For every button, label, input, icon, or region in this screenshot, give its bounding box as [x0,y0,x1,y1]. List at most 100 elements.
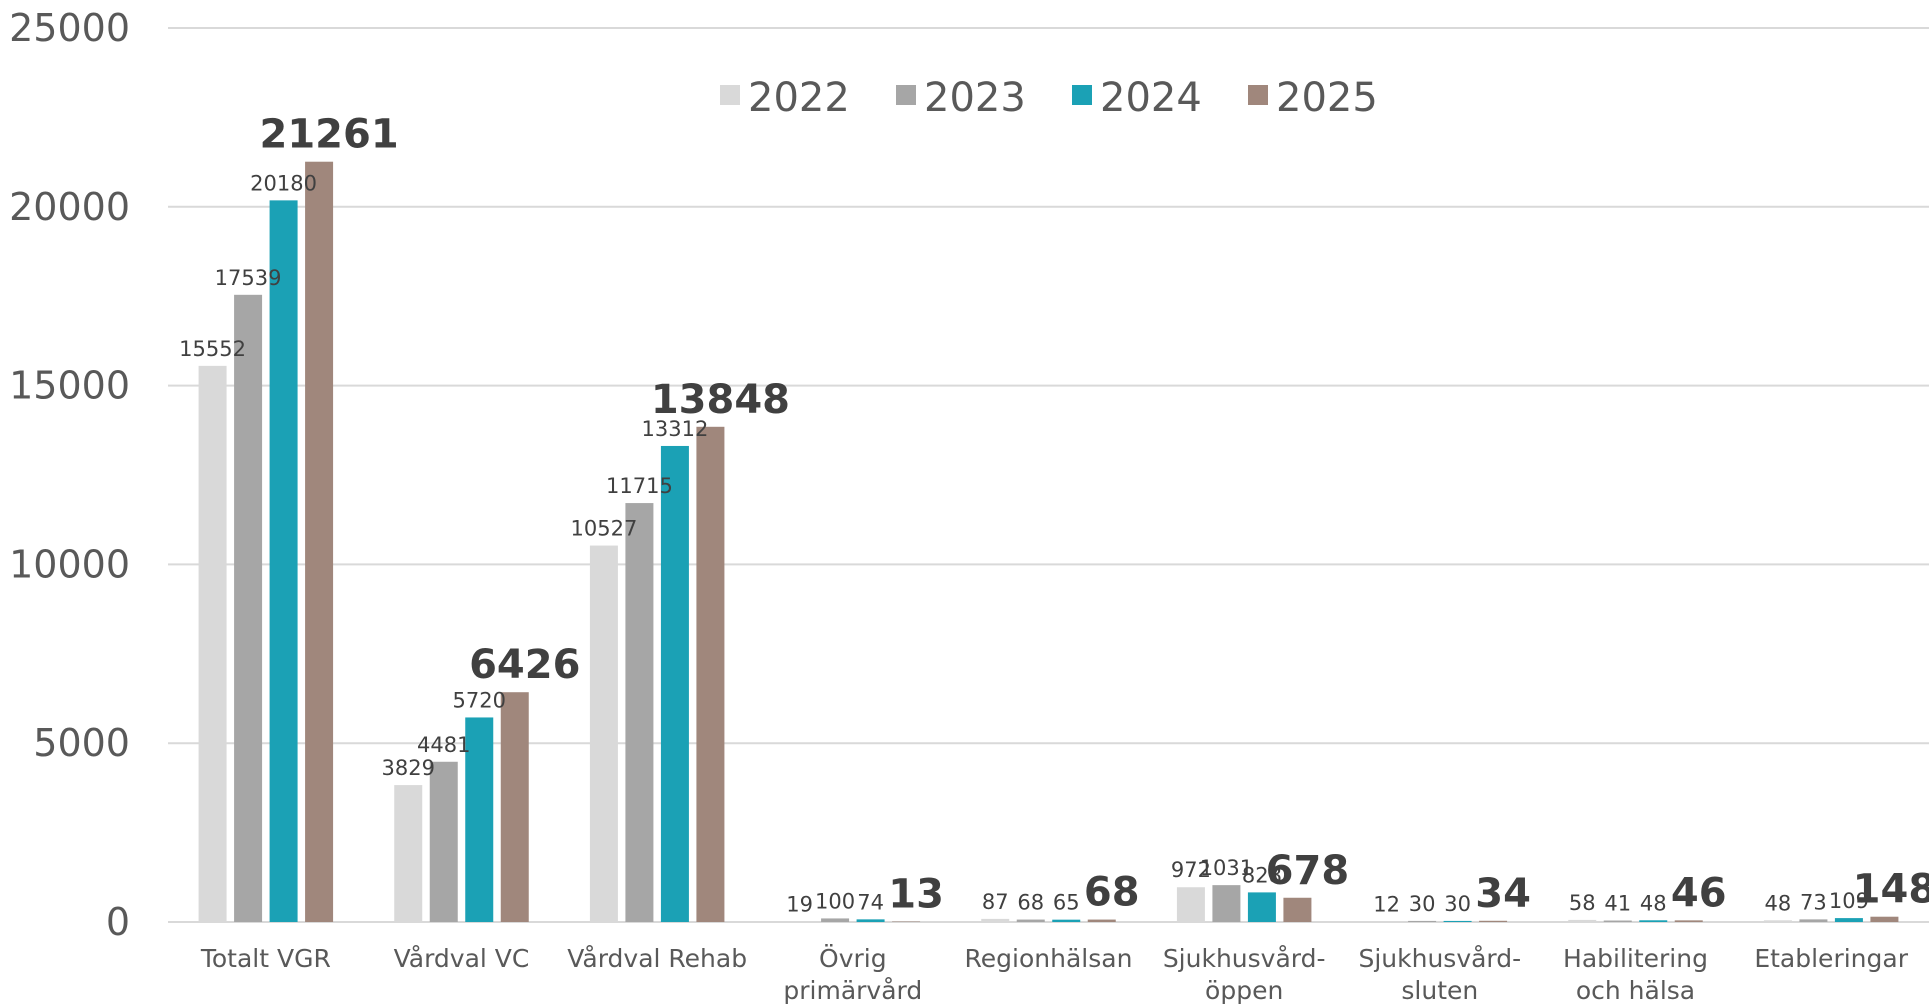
y-tick-label: 15000 [9,364,130,408]
data-label: 30 [1409,892,1436,916]
data-label: 46 [1671,870,1727,916]
legend-label: 2025 [1276,75,1378,121]
data-label: 68 [1017,891,1044,915]
data-label: 6426 [469,642,580,688]
data-label: 109 [1829,889,1869,913]
data-label: 74 [857,890,884,914]
bar-2022-0 [198,365,227,922]
bars [198,161,1899,922]
data-label: 48 [1640,891,1667,915]
bar-2022-3 [785,921,814,922]
bar-2024-6 [1443,920,1472,922]
bar-2022-1 [394,785,423,922]
bar-2024-0 [269,200,298,922]
legend-swatch [1072,85,1092,105]
data-label: 19 [786,892,813,916]
y-tick-label: 0 [106,900,130,944]
data-label: 5720 [453,688,506,712]
bar-2025-1 [500,692,529,922]
data-label: 100 [815,889,855,913]
bar-2024-8 [1834,918,1863,922]
legend-label: 2023 [924,75,1026,121]
bar-2024-2 [660,445,689,922]
x-tick-label: Övrig [819,944,887,973]
data-label: 828 [1242,863,1282,887]
x-tick-label: Vårdval VC [394,944,530,973]
bar-2022-4 [981,918,1010,922]
bar-2023-0 [234,294,263,922]
bar-2023-5 [1212,885,1241,922]
bar-2023-3 [821,918,850,922]
bar-2025-5 [1283,897,1312,922]
bar-2024-3 [856,919,885,922]
x-tick-label: Sjukhusvård- [1163,944,1326,973]
data-label: 13312 [642,417,709,441]
y-tick-label: 20000 [9,185,130,229]
data-label: 10527 [571,517,638,541]
bar-2024-4 [1052,919,1081,922]
bar-2023-4 [1016,919,1045,922]
data-label: 972 [1171,858,1211,882]
x-tick-label: Regionhälsan [965,944,1133,973]
data-label: 21261 [259,112,398,158]
data-label: 678 [1266,848,1350,894]
bar-2023-7 [1603,920,1632,922]
y-tick-label: 10000 [9,542,130,586]
data-label: 3829 [382,756,435,780]
data-label: 58 [1569,891,1596,915]
legend-swatch [1248,85,1268,105]
data-label: 17539 [215,266,282,290]
legend: 2022 2023 2024 2025 [720,75,1378,121]
bar-2022-5 [1176,887,1205,922]
data-label: 48 [1765,891,1792,915]
bar-2022-2 [589,545,618,922]
bar-2025-8 [1870,916,1899,922]
data-label: 30 [1444,892,1471,916]
data-label: 4481 [417,733,470,757]
bar-2025-4 [1087,919,1116,922]
bar-2023-8 [1799,919,1828,922]
legend-label: 2024 [1100,75,1202,121]
gridlines [168,27,1929,923]
y-axis-ticks: 0 5000 10000 15000 20000 25000 [9,6,130,944]
bar-2024-7 [1639,920,1668,922]
x-tick-label: Vårdval Rehab [567,944,747,973]
bar-2024-5 [1247,892,1276,922]
x-tick-label: Totalt VGR [200,944,331,973]
data-label: 34 [1475,871,1531,917]
data-label: 1031 [1200,856,1253,880]
y-tick-label: 5000 [33,721,130,765]
bar-2022-8 [1763,920,1792,922]
data-label: 148 [1853,867,1929,913]
data-label: 73 [1800,890,1827,914]
data-label: 41 [1604,892,1631,916]
bar-2025-6 [1479,920,1508,922]
x-axis-ticks: Totalt VGR Vårdval VC Vårdval Rehab Övrig pr… [200,944,1909,1005]
bar-2024-1 [465,717,494,922]
bar-2023-1 [429,761,458,922]
legend-label: 2022 [748,75,850,121]
data-label: 15552 [179,337,246,361]
x-tick-label: öppen [1205,976,1283,1005]
data-label: 68 [1084,870,1140,916]
data-label: 65 [1053,891,1080,915]
bar-2023-6 [1408,920,1437,922]
x-tick-label: primärvård [783,976,922,1005]
bar-2025-0 [305,161,334,922]
data-label: 11715 [606,474,673,498]
bar-2023-2 [625,503,654,922]
data-label: 12 [1373,893,1400,917]
legend-swatch [720,85,740,105]
bar-2022-7 [1568,919,1597,922]
data-label: 13 [888,872,944,918]
y-tick-label: 25000 [9,6,130,50]
legend-swatch [896,85,916,105]
x-tick-label: och hälsa [1576,976,1695,1005]
bar-2025-2 [696,426,725,922]
data-label: 20180 [250,171,317,195]
x-tick-label: sluten [1401,976,1478,1005]
x-tick-label: Habilitering [1563,944,1708,973]
bar-2025-7 [1674,920,1703,922]
x-tick-label: Sjukhusvård- [1358,944,1521,973]
